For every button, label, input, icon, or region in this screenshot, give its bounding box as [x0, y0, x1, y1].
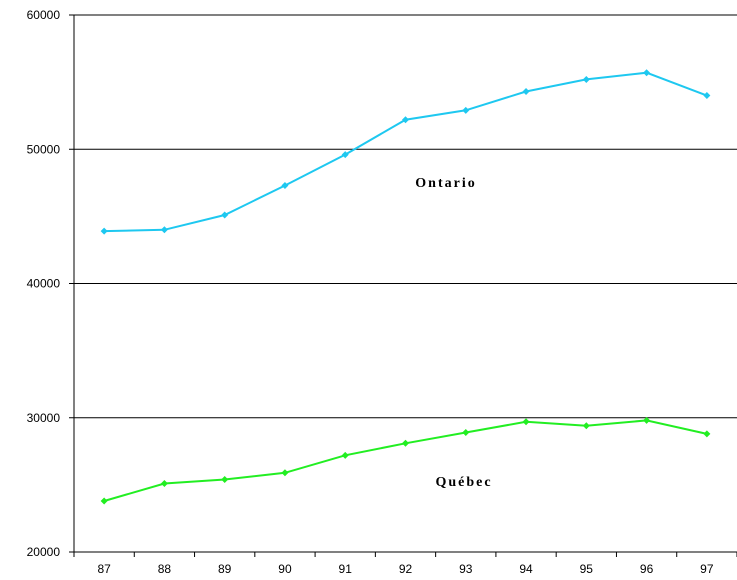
data-point — [221, 476, 229, 484]
data-point — [402, 116, 409, 124]
x-tick-label: 93 — [459, 562, 473, 576]
series-line-ontario — [104, 71, 708, 233]
series-line-qubec — [103, 419, 708, 502]
series-label-ontario: Ontario — [415, 176, 476, 191]
data-point — [100, 227, 108, 235]
x-tick-label: 94 — [519, 562, 533, 576]
data-point — [522, 418, 530, 426]
data-point — [281, 469, 289, 477]
x-tick-label: 96 — [640, 562, 654, 576]
data-point — [643, 416, 651, 424]
data-point — [462, 106, 470, 114]
data-point — [582, 75, 590, 83]
data-point — [582, 422, 590, 430]
y-tick-label: 60000 — [27, 8, 61, 22]
y-tick-label: 40000 — [27, 277, 61, 291]
data-point — [522, 88, 530, 96]
data-point — [643, 69, 651, 77]
x-tick-label: 91 — [339, 562, 353, 576]
data-point — [703, 92, 711, 100]
data-point — [221, 211, 229, 219]
x-tick-label: 95 — [580, 562, 594, 576]
y-tick-label: 30000 — [27, 411, 61, 425]
tick-labels: 20000 30000 40000 50000 60000 87 88 89 90 91 92 93 9… — [27, 8, 714, 576]
x-tick-label: 88 — [158, 562, 172, 576]
x-tick-label: 87 — [97, 562, 111, 576]
y-tick-label: 20000 — [27, 545, 61, 559]
series-lines — [100, 69, 711, 505]
x-tick-label: 89 — [218, 562, 232, 576]
data-point — [402, 439, 409, 447]
data-point — [703, 430, 711, 438]
data-point — [100, 497, 108, 505]
y-tick-label: 50000 — [27, 142, 61, 156]
data-point — [462, 429, 470, 437]
x-tick-label: 90 — [278, 562, 292, 576]
data-point — [160, 480, 168, 488]
x-tick-label: 92 — [399, 562, 413, 576]
gridlines — [74, 14, 737, 419]
data-point — [281, 181, 289, 189]
data-point — [160, 226, 168, 234]
x-tick-label: 97 — [700, 562, 714, 576]
data-point — [341, 151, 349, 159]
series-label-quebec: Québec — [435, 475, 492, 490]
data-point — [341, 451, 349, 459]
axes — [69, 14, 737, 557]
